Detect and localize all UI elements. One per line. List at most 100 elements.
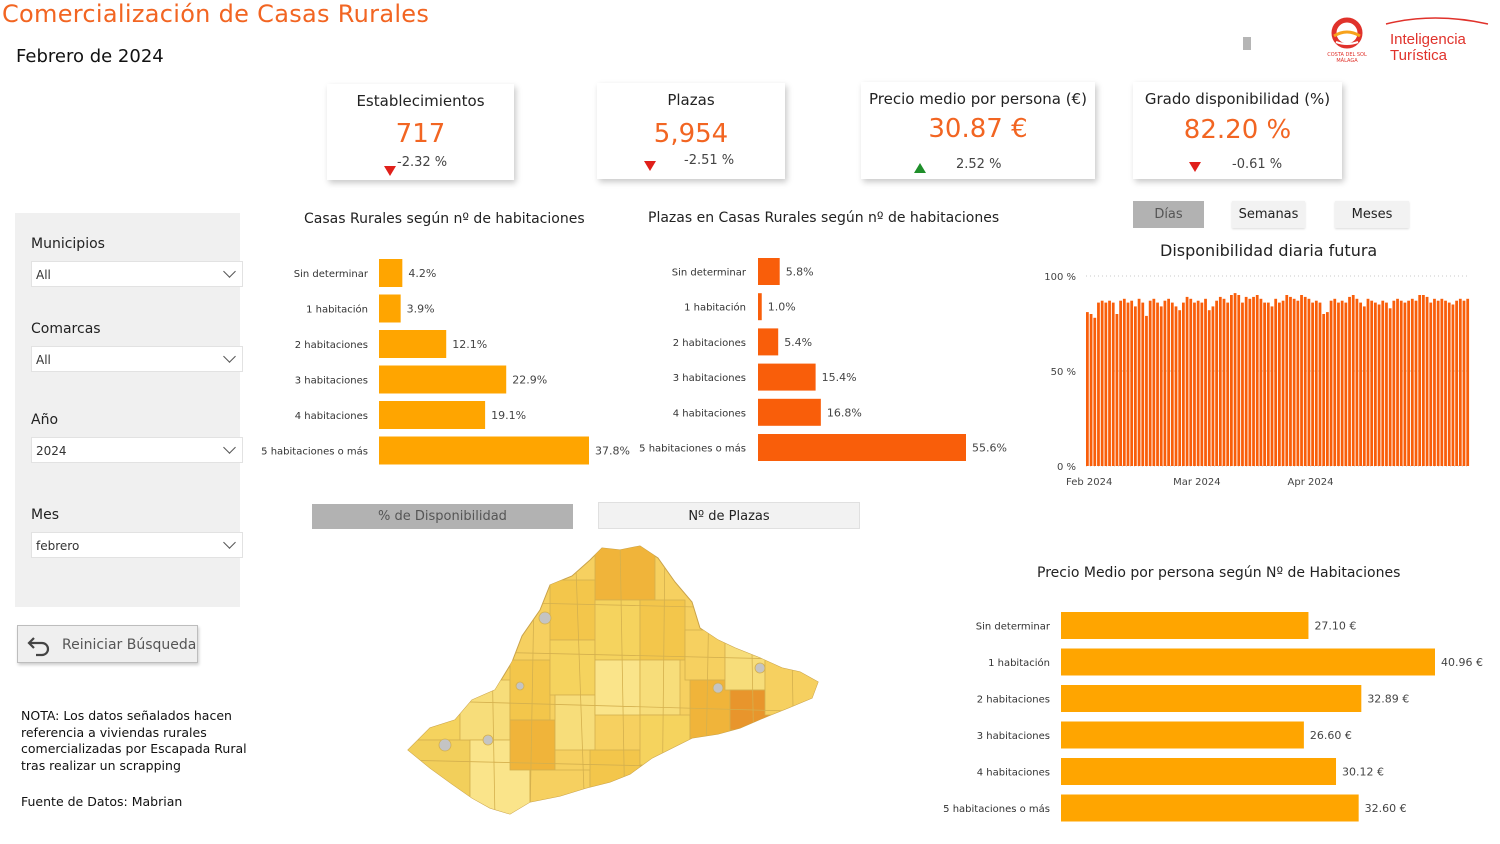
bar xyxy=(1444,300,1447,466)
bar xyxy=(1189,298,1193,466)
bar xyxy=(1089,314,1093,466)
bar xyxy=(1462,300,1466,466)
bar xyxy=(758,363,816,391)
bar xyxy=(1148,300,1152,466)
bar xyxy=(1263,302,1266,466)
bar xyxy=(379,294,401,323)
bar xyxy=(1374,302,1377,466)
data-label: 1.0% xyxy=(768,301,796,314)
kpi-card-plazas: Plazas 5,954 -2.51 % xyxy=(597,83,785,179)
chevron-down-icon xyxy=(223,441,236,454)
bar xyxy=(1436,300,1440,466)
data-label: 30.12 € xyxy=(1342,766,1384,779)
bar xyxy=(1385,302,1388,466)
bar xyxy=(1359,302,1362,466)
bar xyxy=(758,293,762,321)
bar xyxy=(1061,794,1359,822)
bar xyxy=(1418,295,1422,466)
tab-num-plazas[interactable]: Nº de Plazas xyxy=(598,502,860,529)
bar xyxy=(1145,315,1148,466)
trend-down-icon xyxy=(1189,157,1201,176)
chevron-down-icon xyxy=(223,536,236,549)
bar xyxy=(1300,295,1303,466)
bar xyxy=(1222,298,1226,466)
x-tick-label: Feb 2024 xyxy=(1066,477,1112,488)
bar xyxy=(1303,296,1307,466)
comarcas-select[interactable]: All xyxy=(31,346,243,372)
filter-label-mes: Mes xyxy=(31,507,59,523)
data-label: 3.9% xyxy=(407,303,435,316)
bar xyxy=(1388,308,1392,466)
inteligencia-turistica-logo: Inteligencia Turística xyxy=(1384,14,1490,66)
bar xyxy=(1410,298,1414,466)
bar xyxy=(1340,300,1344,466)
mes-select[interactable]: febrero xyxy=(31,532,243,558)
bar xyxy=(1061,612,1309,639)
chevron-down-icon xyxy=(223,265,236,278)
costa-del-sol-logo-text: COSTA DEL SOL MÁLAGA xyxy=(1327,52,1367,64)
bar xyxy=(758,258,780,285)
bar xyxy=(1355,298,1359,466)
bar xyxy=(1259,298,1263,466)
bar xyxy=(379,436,589,465)
bar xyxy=(1104,302,1108,466)
chart-plazas-habitaciones: Sin determinar 5.8% 1 habitación 1.0% 2 habi… xyxy=(639,258,1007,461)
kpi-value: 30.87 € xyxy=(928,114,1028,144)
data-label: 40.96 € xyxy=(1441,656,1483,669)
page-subtitle: Febrero de 2024 xyxy=(16,46,164,67)
kpi-value: 82.20 % xyxy=(1183,115,1292,145)
bar xyxy=(1061,648,1435,676)
bar xyxy=(1455,300,1458,466)
reset-search-button[interactable]: Reiniciar Búsqueda xyxy=(17,625,198,663)
bar xyxy=(1086,312,1089,466)
category-label: 5 habitaciones o más xyxy=(639,443,746,455)
drag-handle-icon xyxy=(1243,37,1251,50)
bar xyxy=(1403,302,1407,466)
data-label: 22.9% xyxy=(512,374,547,387)
chart-title-disponibilidad: Disponibilidad diaria futura xyxy=(1160,241,1378,260)
tab-meses[interactable]: Meses xyxy=(1335,201,1409,228)
bar xyxy=(1422,295,1425,466)
bar xyxy=(1159,306,1163,466)
x-tick-label: Apr 2024 xyxy=(1288,477,1334,488)
bar xyxy=(1241,302,1244,466)
trend-up-icon xyxy=(914,158,926,177)
bar xyxy=(1440,298,1444,466)
kpi-card-grado-disponibilidad: Grado disponibilidad (%) 82.20 % -0.61 % xyxy=(1133,82,1342,179)
bar xyxy=(379,259,403,287)
bar xyxy=(1344,302,1348,466)
category-label: 4 habitaciones xyxy=(673,408,746,419)
tab-disponibilidad[interactable]: % de Disponibilidad xyxy=(312,504,573,529)
bar xyxy=(1174,306,1178,466)
bar xyxy=(1233,293,1237,466)
bar xyxy=(1193,302,1196,466)
data-label: 5.4% xyxy=(784,336,812,349)
tab-semanas[interactable]: Semanas xyxy=(1232,201,1305,228)
bar xyxy=(1108,300,1111,466)
bar xyxy=(1152,298,1156,466)
anio-select[interactable]: 2024 xyxy=(31,437,243,463)
bar xyxy=(1170,302,1174,466)
kpi-title: Plazas xyxy=(667,91,715,109)
kpi-delta: -2.32 % xyxy=(397,155,448,170)
bar xyxy=(1292,298,1296,466)
malaga-municipalities-map[interactable] xyxy=(400,540,825,820)
tab-dias[interactable]: Días xyxy=(1133,201,1204,228)
bar xyxy=(1097,302,1100,466)
bar xyxy=(1244,296,1248,466)
kpi-card-precio-medio: Precio medio por persona (€) 30.87 € 2.5… xyxy=(861,82,1095,179)
bar xyxy=(1370,300,1374,466)
bar xyxy=(1200,302,1204,466)
bar xyxy=(1425,296,1429,466)
trend-down-icon xyxy=(644,156,656,175)
municipios-select[interactable]: All xyxy=(31,261,243,287)
bar xyxy=(1237,295,1241,466)
kpi-delta: -0.61 % xyxy=(1232,157,1283,172)
page-title: Comercialización de Casas Rurales xyxy=(2,0,430,28)
bar xyxy=(1061,758,1337,785)
bar xyxy=(1414,300,1418,466)
bar xyxy=(1093,317,1097,466)
bar xyxy=(758,398,821,426)
filter-label-comarcas: Comarcas xyxy=(31,321,101,337)
bar xyxy=(1100,300,1104,466)
